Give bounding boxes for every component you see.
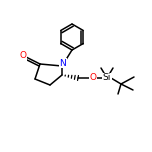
Text: O: O: [90, 74, 97, 83]
Text: Si: Si: [103, 74, 111, 83]
Text: O: O: [19, 52, 26, 60]
Text: N: N: [60, 59, 66, 67]
